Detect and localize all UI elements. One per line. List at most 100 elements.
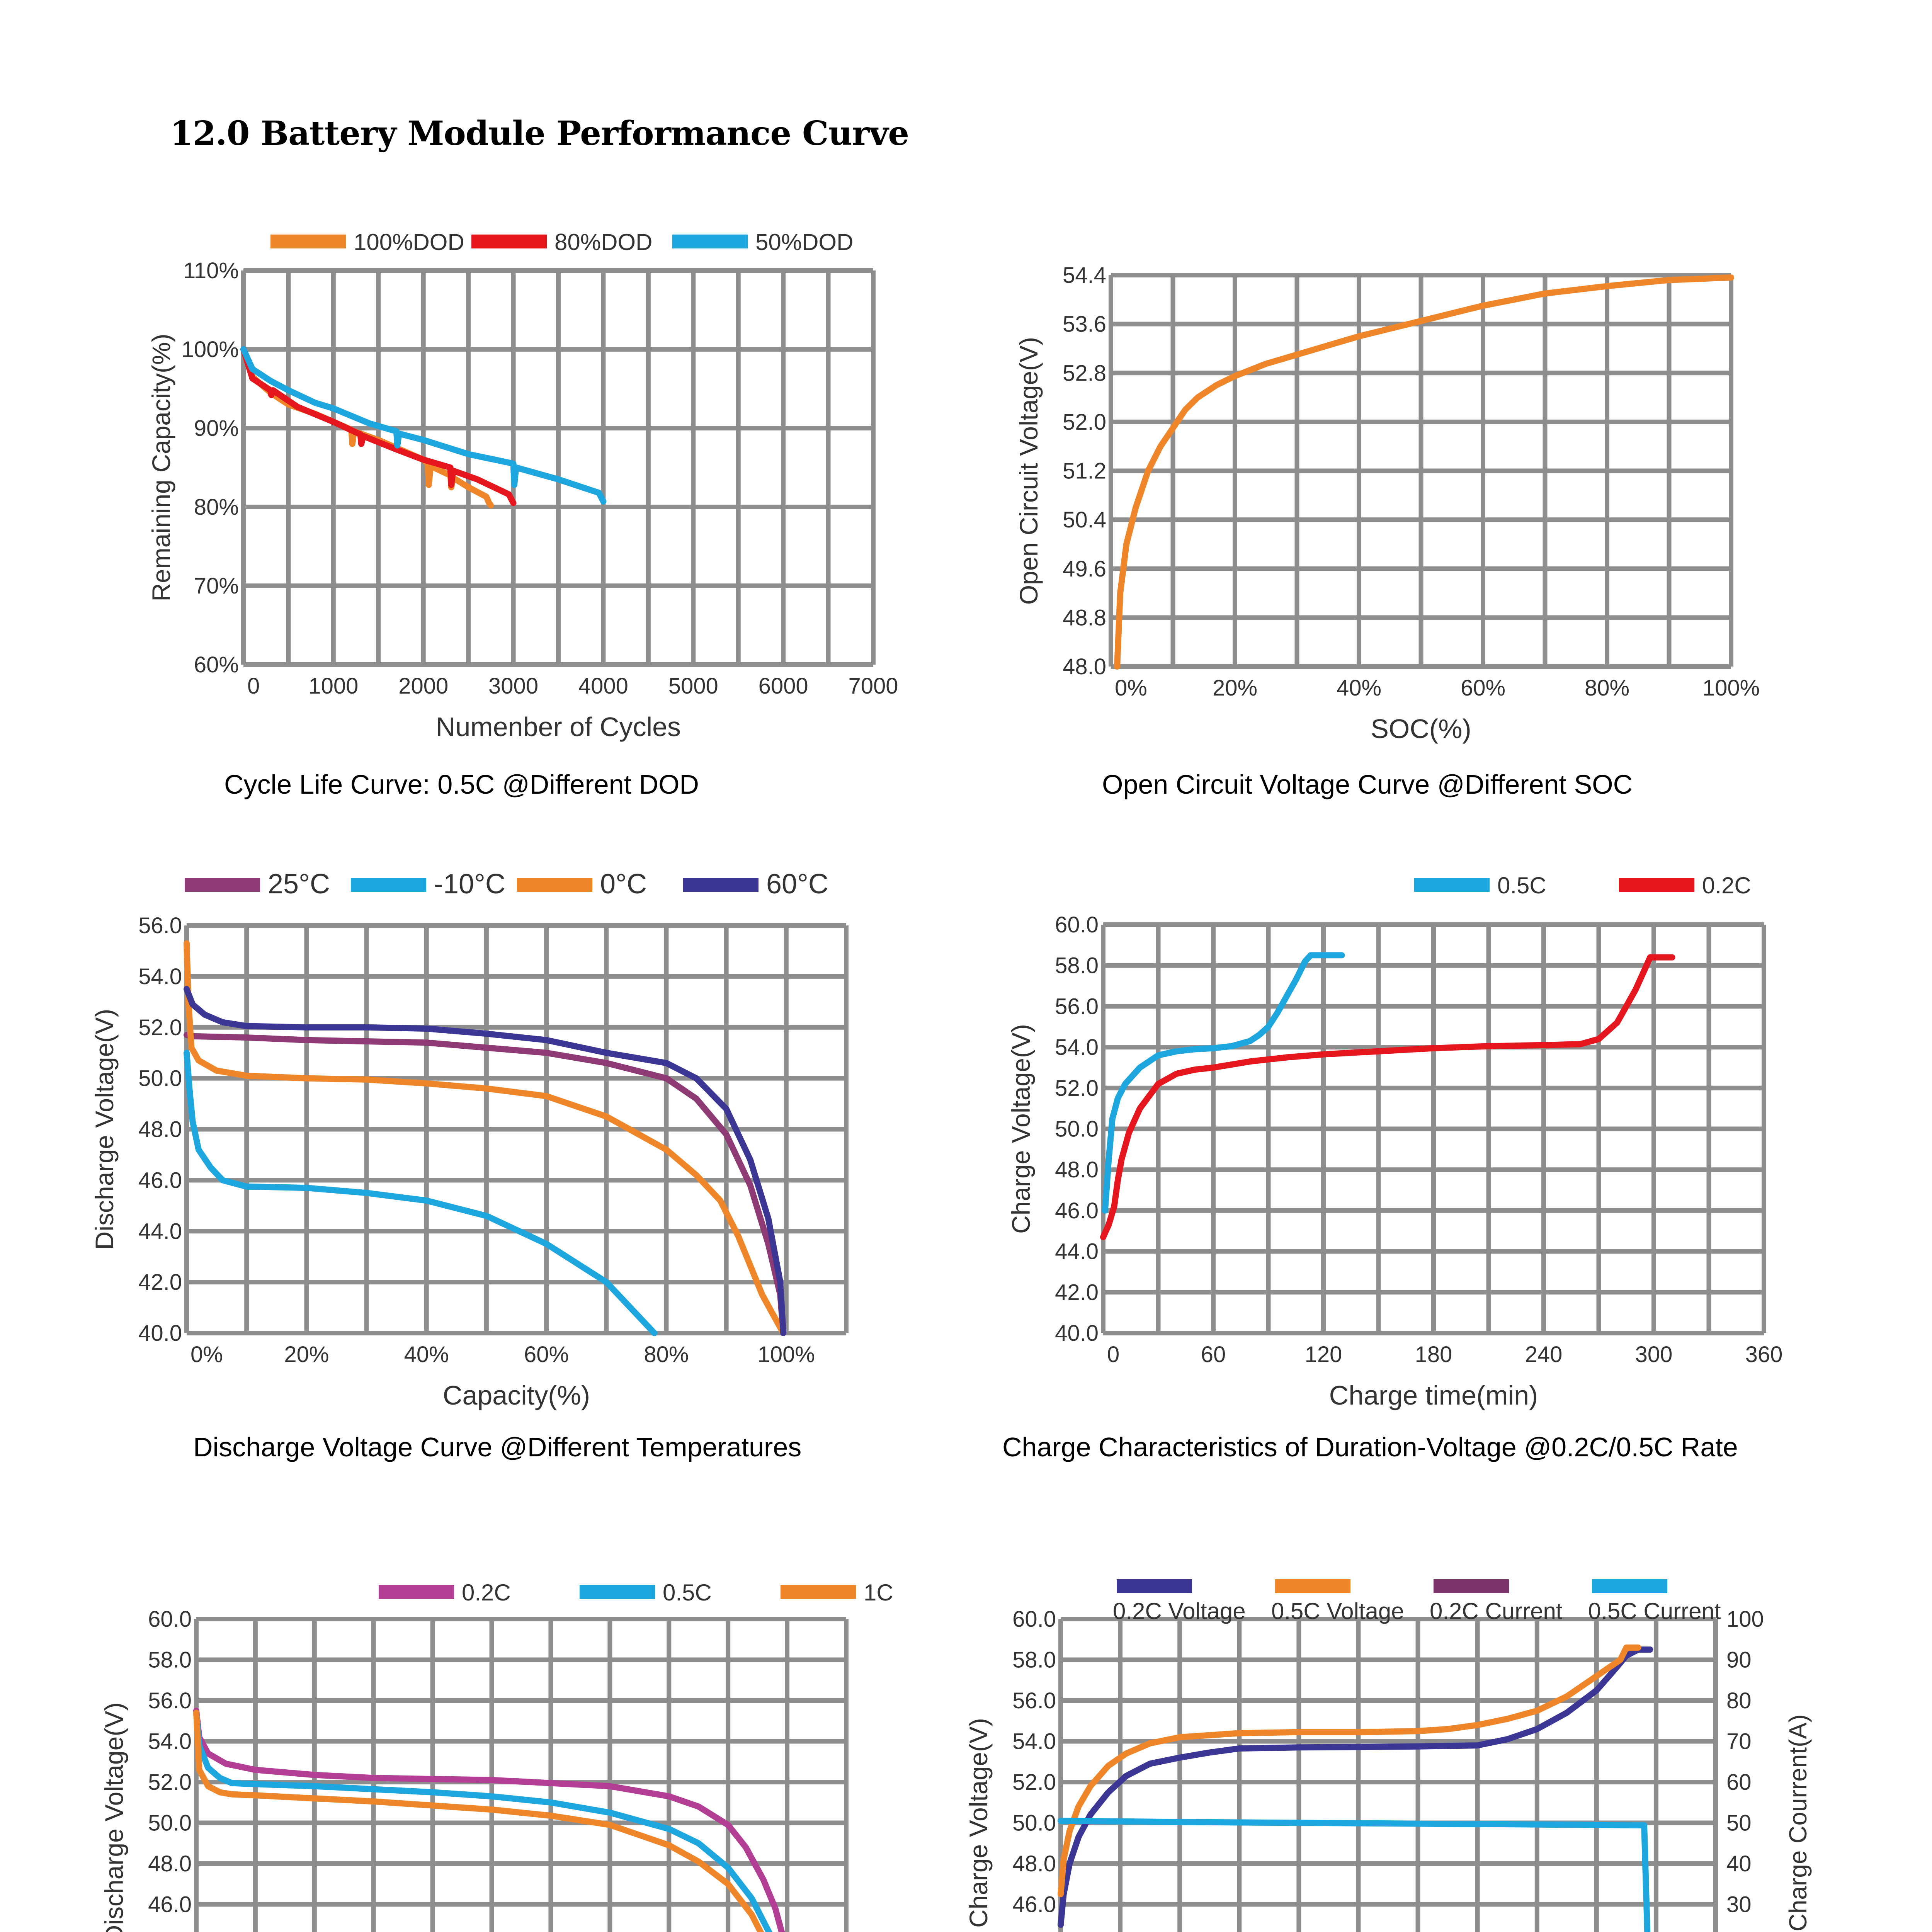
- legend-swatch: [1275, 1579, 1350, 1593]
- legend-label: 0.2C: [462, 1580, 511, 1605]
- series-line--10-c: [184, 1049, 658, 1336]
- y-tick-label: 48.0: [1063, 654, 1106, 679]
- y-tick-label: 110%: [183, 258, 239, 283]
- y-tick-label: 52.0: [1012, 1770, 1056, 1795]
- y-tick-label: 50.0: [138, 1066, 182, 1091]
- x-tick-label: 0: [1107, 1342, 1119, 1367]
- y-tick-label: 54.0: [1012, 1729, 1056, 1754]
- y-tick-label: 46.0: [148, 1892, 192, 1917]
- y-tick-label: 50.4: [1063, 507, 1106, 532]
- y2-tick-label: 50: [1726, 1811, 1752, 1836]
- y2-tick-label: 40: [1726, 1851, 1752, 1876]
- y2-tick-label: 60: [1726, 1770, 1752, 1795]
- y-tick-label: 52.0: [1063, 410, 1106, 435]
- caption-ocv-soc: Open Circuit Voltage Curve @Different SO…: [1102, 769, 1633, 799]
- y2-tick-label: 70: [1726, 1729, 1752, 1754]
- y-tick-label: 44.0: [1055, 1239, 1099, 1264]
- grid: [241, 268, 876, 667]
- legend-label: 0.2C: [1702, 872, 1751, 898]
- caption-discharge-temperature: Discharge Voltage Curve @Different Tempe…: [193, 1432, 802, 1462]
- x-tick-label: 100%: [758, 1342, 815, 1367]
- y-tick-label: 54.4: [1063, 263, 1106, 288]
- y-tick-label: 60%: [194, 652, 239, 677]
- x-tick-label: 60%: [1461, 675, 1505, 701]
- y-tick-label: 46.0: [1012, 1892, 1056, 1917]
- y-axis-label: Discharge Voltage(V): [100, 1702, 128, 1932]
- y-tick-label: 48.0: [148, 1851, 192, 1876]
- legend-label: 0°C: [600, 869, 647, 900]
- series-line-0-5c: [193, 1709, 772, 1932]
- x-tick-label: 120: [1305, 1342, 1342, 1367]
- x-tick-label: 40%: [1337, 675, 1381, 701]
- y-tick-label: 50.0: [1012, 1811, 1056, 1836]
- y-tick-label: 49.6: [1063, 556, 1106, 582]
- series-line-0-2c-voltage: [1058, 1646, 1653, 1928]
- legend-swatch: [1619, 878, 1694, 892]
- y-tick-label: 48.8: [1063, 605, 1106, 630]
- y-tick-label: 60.0: [1012, 1607, 1056, 1632]
- y-tick-label: 42.0: [138, 1270, 182, 1295]
- x-tick-label: 4000: [578, 673, 628, 699]
- series-line-25-c: [184, 1032, 787, 1336]
- caption-charge-duration: Charge Characteristics of Duration-Volta…: [1002, 1432, 1738, 1462]
- y-axis-label: Open Circuit Voltage(V): [1014, 337, 1043, 605]
- y-tick-label: 53.6: [1063, 312, 1106, 337]
- x-axis-label: Capacity(%): [443, 1380, 590, 1410]
- y2-tick-label: 90: [1726, 1648, 1752, 1673]
- x-tick-label: 3000: [488, 673, 538, 699]
- legend-swatch: [379, 1585, 454, 1599]
- x-tick-label: 40%: [404, 1342, 449, 1367]
- series-line-0-5c-current: [1058, 1818, 1651, 1932]
- y-tick-label: 54.0: [148, 1729, 192, 1754]
- x-tick-label: 20%: [1213, 675, 1257, 701]
- grid: [1101, 922, 1766, 1335]
- legend-swatch: [1414, 878, 1490, 892]
- y2-tick-label: 30: [1726, 1892, 1752, 1917]
- x-tick-label: 60: [1201, 1342, 1226, 1367]
- series-line-1c: [193, 1709, 764, 1932]
- legend-swatch: [1117, 1579, 1192, 1593]
- y-tick-label: 48.0: [1012, 1851, 1056, 1876]
- grid: [1109, 273, 1733, 669]
- legend-label: 25°C: [268, 869, 330, 900]
- y-tick-label: 54.0: [138, 964, 182, 989]
- y-tick-label: 56.0: [138, 913, 182, 938]
- legend-label: 0.5C: [1497, 872, 1546, 898]
- legend-label: -10°C: [434, 869, 505, 900]
- y-tick-label: 46.0: [138, 1168, 182, 1193]
- x-tick-label: 5000: [668, 673, 718, 699]
- y-axis-label: Charge Voltage(V): [964, 1718, 993, 1928]
- y-tick-label: 56.0: [1012, 1688, 1056, 1713]
- legend-swatch: [471, 235, 547, 248]
- legend-swatch: [351, 878, 426, 892]
- y-tick-label: 60.0: [1055, 912, 1099, 937]
- series-line-0-2c: [193, 1708, 785, 1932]
- x-axis-label: Numenber of Cycles: [436, 712, 681, 742]
- x-tick-label: 300: [1635, 1342, 1673, 1367]
- page-title: 12.0 Battery Module Performance Curve: [170, 114, 909, 153]
- y-tick-label: 52.0: [148, 1770, 192, 1795]
- legend-label: 60°C: [766, 869, 828, 900]
- x-axis-label: SOC(%): [1371, 714, 1471, 744]
- y-tick-label: 56.0: [148, 1688, 192, 1713]
- x-tick-label: 80%: [644, 1342, 689, 1367]
- y-tick-label: 58.0: [1055, 953, 1099, 978]
- y-tick-label: 100%: [182, 337, 239, 362]
- series-line-0-2c: [1100, 954, 1675, 1240]
- series-line-0-c: [184, 940, 787, 1336]
- x-axis-label: Charge time(min): [1329, 1380, 1538, 1410]
- y-tick-label: 44.0: [138, 1219, 182, 1244]
- y-axis-label: Remaining Capacity(%): [147, 333, 175, 601]
- y-tick-label: 40.0: [1055, 1321, 1099, 1346]
- x-tick-label: 80%: [1585, 675, 1629, 701]
- y-tick-label: 80%: [194, 495, 239, 520]
- x-tick-label: 100%: [1702, 675, 1760, 701]
- legend-swatch: [1592, 1579, 1667, 1593]
- legend-label: 0.5C: [663, 1580, 712, 1605]
- y-tick-label: 52.0: [138, 1015, 182, 1040]
- caption-cycle-life: Cycle Life Curve: 0.5C @Different DOD: [224, 769, 699, 799]
